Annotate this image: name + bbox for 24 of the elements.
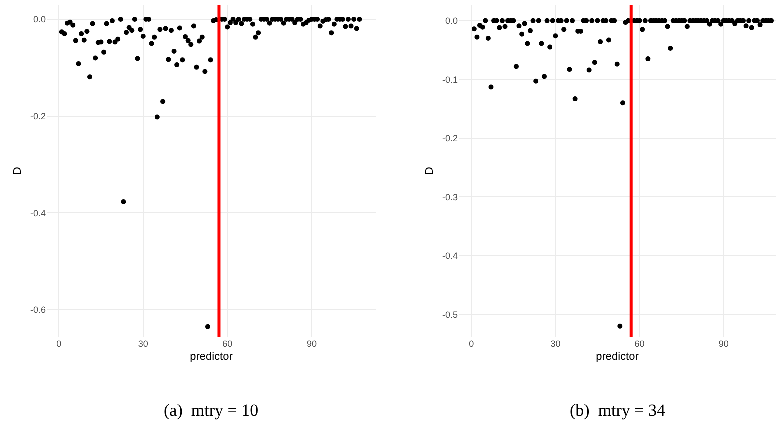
y-tick-label: 0.0 <box>445 16 458 26</box>
y-tick-label: -0.3 <box>442 192 458 202</box>
text: (b) mtry = 34 <box>570 401 666 420</box>
y-axis-title: D <box>12 166 24 175</box>
y-tick-label: -0.4 <box>30 208 46 218</box>
y-tick-label: -0.6 <box>30 305 46 316</box>
y-axis-title: D <box>424 166 436 175</box>
x-axis-title: predictor <box>596 351 640 364</box>
x-tick-label: 0 <box>469 339 474 349</box>
y-tick-label: -0.4 <box>442 251 458 262</box>
x-tick-label: 30 <box>550 339 561 349</box>
x-tick-label: 30 <box>138 339 148 349</box>
x-tick-label: 90 <box>306 339 317 349</box>
x-tick-label: 60 <box>222 339 233 349</box>
x-tick-label: 90 <box>718 339 729 349</box>
y-tick-label: -0.1 <box>442 74 458 85</box>
x-tick-label: 0 <box>56 339 62 349</box>
text: (a) mtry = 10 <box>164 401 259 420</box>
y-tick-label: 0.0 <box>33 14 46 25</box>
y-tick-label: -0.2 <box>442 134 458 144</box>
y-tick-label: -0.5 <box>442 310 458 320</box>
x-tick-label: 60 <box>634 339 645 349</box>
x-axis-title: predictor <box>190 351 234 364</box>
y-tick-label: -0.2 <box>30 111 46 122</box>
